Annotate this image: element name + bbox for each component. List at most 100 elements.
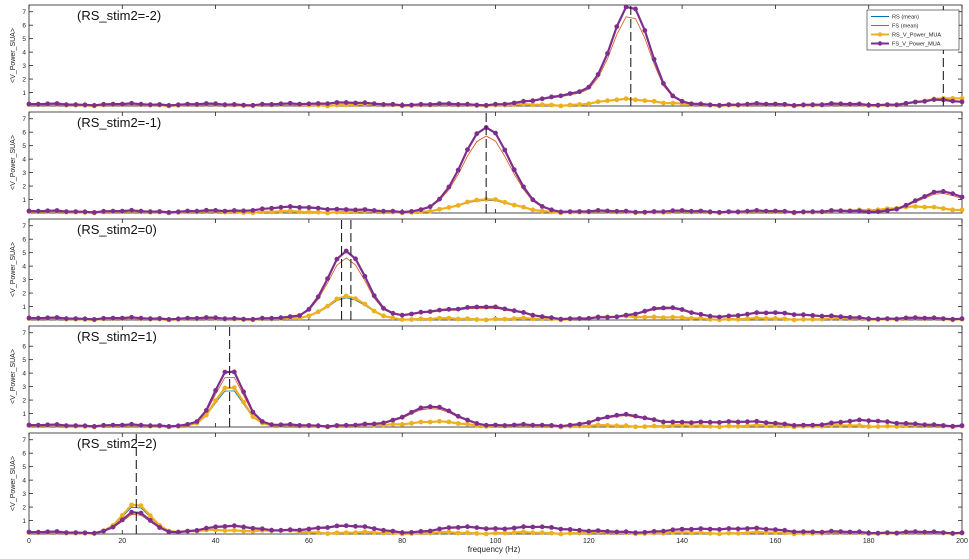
fs-v-power-mua-point xyxy=(605,529,610,534)
fs-v-power-mua-point xyxy=(157,316,163,321)
rs-v-power-mua-point xyxy=(511,316,517,321)
fs-v-power-mua-point xyxy=(894,102,900,108)
fs-v-power-mua-point xyxy=(847,315,853,320)
fs-v-power-mua-point xyxy=(614,208,620,214)
rs-v-power-mua-point xyxy=(418,316,424,322)
fs-v-power-mua-point xyxy=(175,102,181,108)
fs-v-power-mua-point xyxy=(940,189,946,194)
rs-v-power-mua-point xyxy=(231,385,237,391)
fs-v-power-mua-point xyxy=(63,316,69,321)
y-tick-label: 7 xyxy=(22,116,26,123)
panel-1: 1 2 3 4 5 6 7 <V_Power_SUA> (RS_stim2=-1) xyxy=(10,111,965,216)
fs-v-power-mua-point xyxy=(885,419,890,425)
fs-v-power-mua-point xyxy=(661,209,666,215)
fs-v-power-mua-point xyxy=(539,422,545,428)
rs-v-power-mua-point xyxy=(483,531,489,537)
fs-v-power-mua-point xyxy=(474,131,480,137)
rs-v-power-mua-point xyxy=(940,206,946,211)
fs-v-power-mua-point xyxy=(567,91,573,96)
fs-v-power-mua-point xyxy=(194,315,200,321)
fs-v-power-mua-point xyxy=(922,98,928,104)
x-tick-label: 120 xyxy=(583,538,595,545)
fs-v-power-mua-point xyxy=(259,101,265,107)
fs-v-power-mua-point xyxy=(819,422,825,428)
y-tick-label: 6 xyxy=(22,130,26,137)
rs-v-power-mua-point xyxy=(119,513,125,518)
fs-v-power-mua-point xyxy=(45,315,51,321)
fs-v-power-mua-point xyxy=(194,528,200,533)
rs-v-power-mua-point xyxy=(717,424,722,430)
rs-v-power-mua-point xyxy=(306,313,312,319)
fs-v-power-mua-point xyxy=(185,101,191,107)
fs-v-power-mua-point xyxy=(231,369,237,375)
fs-v-power-mua-point xyxy=(689,208,694,214)
fs-v-power-mua-point xyxy=(427,404,433,410)
fs-v-power-mua-point xyxy=(297,205,302,210)
fs-v-power-mua-point xyxy=(605,51,610,56)
fs-v-power-mua-point xyxy=(838,419,844,425)
fs-v-power-mua-point xyxy=(175,423,181,429)
y-tick-label: 2 xyxy=(22,505,26,512)
y-tick-label: 4 xyxy=(22,478,26,485)
legend-entry-label: FS_V_Power_MUA xyxy=(892,42,941,48)
fs-v-power-mua-point xyxy=(147,102,153,108)
fs-v-power-mua-point xyxy=(73,102,79,107)
rs-v-power-mua-point xyxy=(511,202,517,208)
fs-v-power-mua-point xyxy=(474,525,480,530)
fs-v-power-mua-point xyxy=(231,102,237,107)
rs-v-power-mua-point xyxy=(698,423,704,428)
rs-v-power-mua-point xyxy=(427,208,433,214)
panel-title: (RS_stim2=0) xyxy=(77,222,157,237)
fs-v-power-mua-point xyxy=(82,102,88,108)
fs-v-power-mua-point xyxy=(950,423,956,429)
fs-v-power-mua-point xyxy=(399,530,405,535)
fs-v-power-mua-point xyxy=(483,422,489,428)
fs-v-power-mua-point xyxy=(446,525,452,530)
fs-v-power-mua-point xyxy=(446,408,452,414)
fs-v-power-mua-point xyxy=(409,530,414,535)
fs-v-power-mua-point xyxy=(502,306,508,312)
y-tick-label: 1 xyxy=(22,90,26,97)
fs-v-power-mua-point xyxy=(745,101,750,107)
fs-v-power-mua-point xyxy=(213,524,219,530)
fs-v-power-mua-point xyxy=(670,208,676,214)
fs-v-power-mua-point xyxy=(931,529,937,535)
y-tick-label: 1 xyxy=(22,411,26,418)
y-axis-label: <V_Power_SUA> xyxy=(10,456,17,511)
fs-v-power-mua-point xyxy=(838,101,844,107)
fs-v-power-mua-point xyxy=(381,102,386,107)
fs-v-power-mua-point xyxy=(502,147,508,153)
fs-v-power-mua-point xyxy=(418,101,424,107)
y-tick-label: 7 xyxy=(22,223,26,230)
rs-v-power-mua-point xyxy=(493,197,498,202)
fs-v-power-mua-point xyxy=(642,529,648,535)
fs-v-power-mua-point xyxy=(101,315,106,321)
fs-v-power-mua-point xyxy=(745,419,750,425)
rs-v-power-mua-point xyxy=(530,207,536,213)
fs-v-power-mua-point xyxy=(735,419,741,425)
rs-v-power-mua-point xyxy=(483,317,489,323)
fs-v-power-mua-point xyxy=(269,315,274,321)
fs-v-power-mua-point xyxy=(521,421,526,427)
fs-v-power-mua-point xyxy=(735,313,741,318)
fs-v-power-mua-point xyxy=(325,276,330,281)
fs-v-power-mua-point xyxy=(334,256,340,262)
rs-v-power-mua-point xyxy=(745,316,750,322)
fs-v-power-mua-point xyxy=(530,98,536,104)
fs-v-power-mua-point xyxy=(315,525,321,531)
fs-v-power-mua-point xyxy=(35,422,41,428)
legend-entry-label: FS (mean) xyxy=(892,24,919,30)
fs-v-power-mua-point xyxy=(521,184,526,190)
y-tick-label: 6 xyxy=(22,344,26,351)
panel-title: (RS_stim2=2) xyxy=(77,436,157,451)
fs-v-power-mua-point xyxy=(259,315,265,321)
fs-v-power-mua-point xyxy=(670,305,676,311)
rs-v-power-mua-point xyxy=(661,423,666,429)
y-tick-label: 4 xyxy=(22,371,26,378)
rs-v-power-mua-point xyxy=(931,204,937,210)
rs-v-power-mua-point xyxy=(381,313,386,319)
fs-v-power-mua-point xyxy=(773,208,778,214)
fs-v-power-mua-point xyxy=(194,101,200,107)
fs-v-power-mua-point xyxy=(950,98,956,104)
fs-v-power-mua-point xyxy=(791,210,797,215)
